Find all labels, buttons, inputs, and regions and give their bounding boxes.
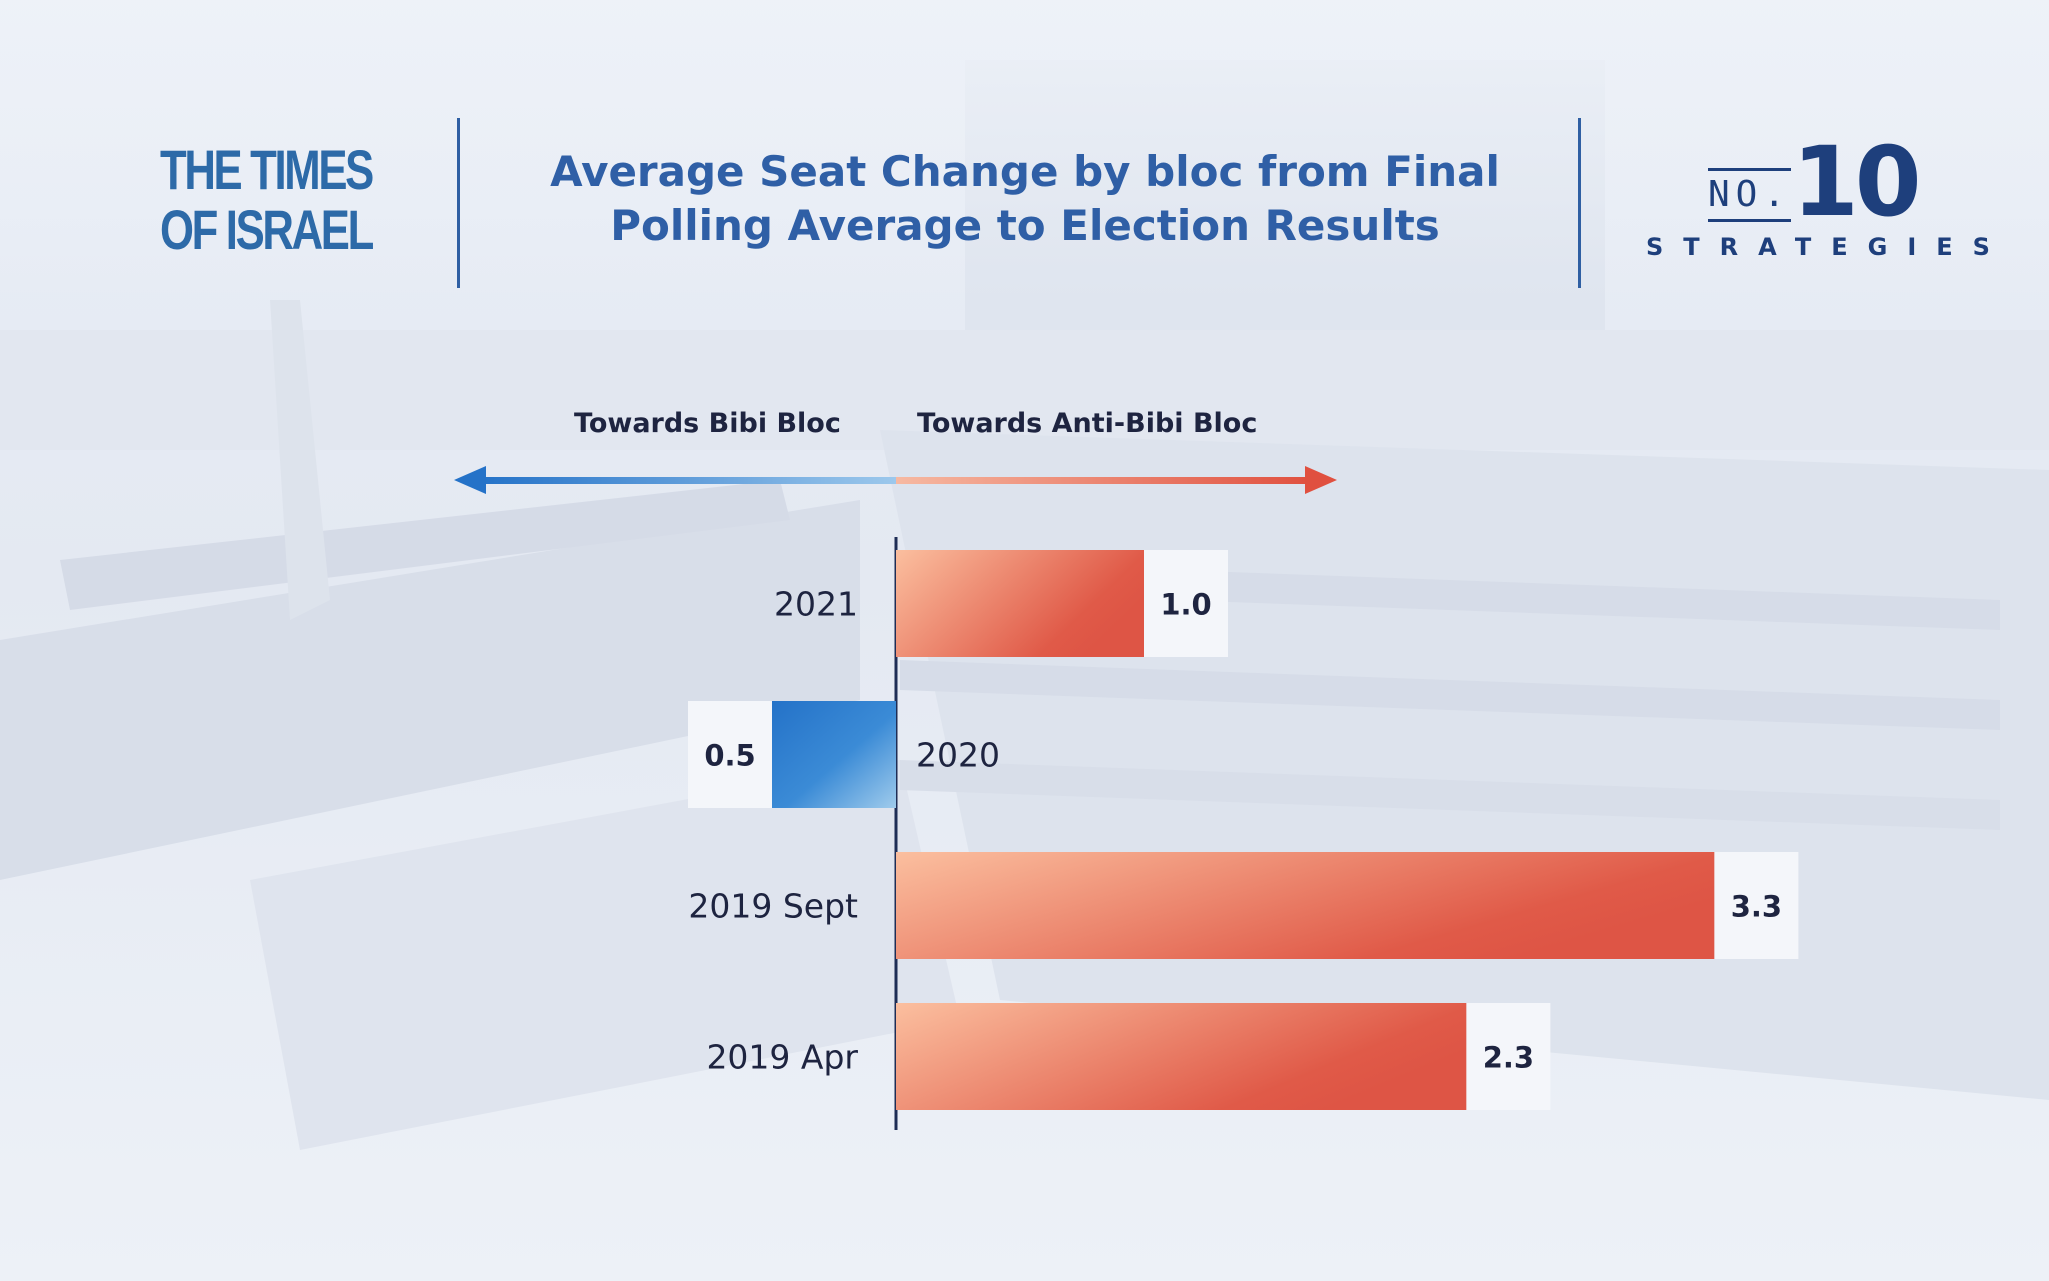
category-label: 2019 Apr (706, 1038, 858, 1077)
direction-arrow-anti-bibi (896, 466, 1337, 494)
bar-2019-sept (896, 852, 1715, 959)
value-label-box (1144, 550, 1228, 657)
value-label: 0.5 (704, 739, 755, 773)
logo-ten: 10 (1792, 126, 1922, 238)
direction-label-anti-bibi: Towards Anti-Bibi Bloc (917, 408, 1258, 439)
direction-label-bibi: Towards Bibi Bloc (574, 408, 841, 439)
value-label-box (688, 701, 772, 808)
category-label: 2021 (774, 585, 858, 624)
value-label: 1.0 (1160, 588, 1211, 622)
bar-2019-apr (896, 1003, 1467, 1110)
direction-arrow-bibi (454, 466, 896, 494)
value-label-box (1714, 852, 1799, 959)
bar-2021 (896, 550, 1144, 657)
chart-title: Average Seat Change by bloc from Final P… (550, 147, 1500, 250)
category-label: 2019 Sept (688, 887, 858, 926)
header-divider-right (1578, 118, 1581, 288)
logo-no: NO. (1708, 168, 1792, 222)
value-label-box (1466, 1003, 1551, 1110)
bar-2020 (772, 701, 896, 808)
category-label: 2020 (916, 736, 1000, 775)
value-label: 2.3 (1483, 1041, 1534, 1075)
logo-strategies: STRATEGIES (1646, 233, 2010, 261)
value-label: 3.3 (1731, 890, 1782, 924)
no10-strategies-logo: NO. 10 STRATEGIES (1640, 132, 1990, 270)
header-divider-left (457, 118, 460, 288)
